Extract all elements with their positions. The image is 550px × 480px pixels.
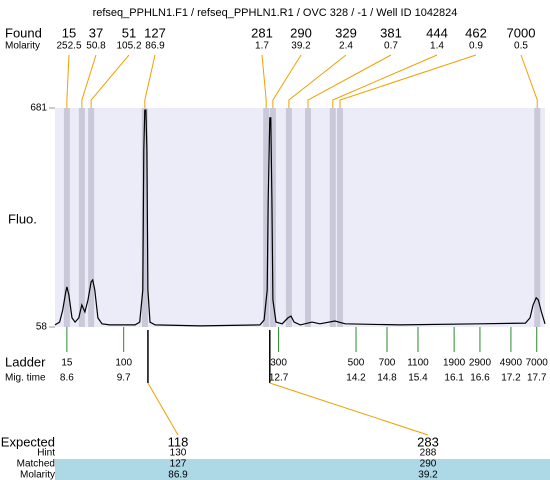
expected-link [269, 382, 429, 436]
expected-matched: 127 [170, 459, 187, 470]
found-size: 381 [380, 25, 402, 40]
matched-row [55, 459, 550, 480]
found-size: 290 [290, 25, 312, 40]
hint-label: Hint [37, 448, 55, 459]
ladder-mig-time: 16.1 [444, 373, 464, 384]
peak-band [88, 108, 95, 327]
found-molarity: 39.2 [291, 41, 311, 52]
ladder-size: 4900 [500, 358, 523, 369]
y-axis-label: Fluo. [8, 211, 37, 226]
ladder-mig-time: 12.7 [269, 373, 289, 384]
peak-band [329, 108, 336, 327]
found-link [144, 54, 156, 108]
ladder-label: Ladder [5, 354, 46, 369]
peak-band [534, 108, 541, 327]
peak-band [141, 108, 148, 327]
found-molarity: 0.7 [384, 41, 398, 52]
ladder-size: 700 [379, 358, 396, 369]
found-size: 37 [89, 25, 103, 40]
found-molarity: 50.8 [86, 41, 106, 52]
ladder-size: 15 [61, 358, 73, 369]
found-label: Found [5, 25, 42, 40]
expected-link [147, 382, 179, 436]
found-size: 51 [122, 25, 136, 40]
found-link [81, 54, 97, 108]
found-molarity: 105.2 [116, 41, 141, 52]
matched-label: Matched [17, 459, 55, 470]
ladder-size: 1900 [443, 358, 466, 369]
ladder-size: 500 [348, 358, 365, 369]
peak-band [78, 108, 85, 327]
ladder-mig-time: 15.4 [408, 373, 428, 384]
found-link [307, 54, 392, 108]
ladder-mig-time: 17.2 [501, 373, 521, 384]
peak-band [263, 108, 270, 327]
expected-molarity: 86.9 [168, 470, 188, 480]
ladder-size: 100 [115, 358, 132, 369]
found-link [272, 54, 302, 108]
found-molarity: 252.5 [56, 41, 81, 52]
found-size: 329 [335, 25, 357, 40]
found-size: 7000 [507, 25, 536, 40]
expected-hint: 288 [420, 448, 437, 459]
expected-hint: 130 [170, 448, 187, 459]
found-size: 281 [251, 25, 273, 40]
found-size: 462 [465, 25, 487, 40]
plot-area [55, 108, 545, 327]
found-link [332, 54, 438, 108]
found-size: 444 [426, 25, 448, 40]
found-link [520, 54, 538, 108]
peak-band [269, 108, 276, 327]
expected-matched: 290 [420, 459, 437, 470]
y-tick-label: 681 [30, 103, 47, 114]
ladder-mig-time: 9.7 [117, 373, 131, 384]
expected-size: 283 [417, 434, 439, 449]
ladder-size: 2900 [469, 358, 492, 369]
found-size: 15 [62, 25, 76, 40]
expected-label: Expected [1, 434, 55, 449]
peak-band [337, 108, 344, 327]
ladder-mig-time: 14.2 [346, 373, 366, 384]
found-molarity: 1.7 [255, 41, 269, 52]
trace-line [54, 109, 546, 327]
found-size: 127 [144, 25, 166, 40]
found-molarity: 86.9 [145, 41, 165, 52]
mig-time-label: Mig. time [5, 373, 46, 384]
chart-title: refseq_PPHLN1.F1 / refseq_PPHLN1.R1 / OV… [93, 7, 458, 19]
ladder-mig-time: 8.6 [60, 373, 74, 384]
expected-molarity: 39.2 [418, 470, 438, 480]
found-link [90, 54, 130, 108]
peak-band [305, 108, 312, 327]
expected-size: 118 [168, 434, 189, 449]
found-link [339, 54, 477, 108]
ladder-size: 1100 [407, 358, 429, 369]
expected-molarity-label: Molarity [20, 470, 55, 480]
found-link [66, 54, 70, 108]
found-link [288, 54, 347, 108]
ladder-size: 7000 [526, 358, 549, 369]
found-link [261, 54, 267, 108]
ladder-size: 300 [270, 358, 287, 369]
found-molarity: 2.4 [339, 41, 353, 52]
ladder-mig-time: 16.6 [470, 373, 490, 384]
ladder-mig-time: 14.8 [377, 373, 397, 384]
found-molarity: 0.9 [469, 41, 483, 52]
found-molarity: 1.4 [430, 41, 444, 52]
found-molarity-label: Molarity [5, 41, 40, 52]
found-molarity: 0.5 [514, 41, 528, 52]
peak-band [285, 108, 292, 327]
ladder-mig-time: 17.7 [527, 373, 547, 384]
peak-band [63, 108, 70, 327]
y-tick-label: 58 [36, 322, 48, 333]
